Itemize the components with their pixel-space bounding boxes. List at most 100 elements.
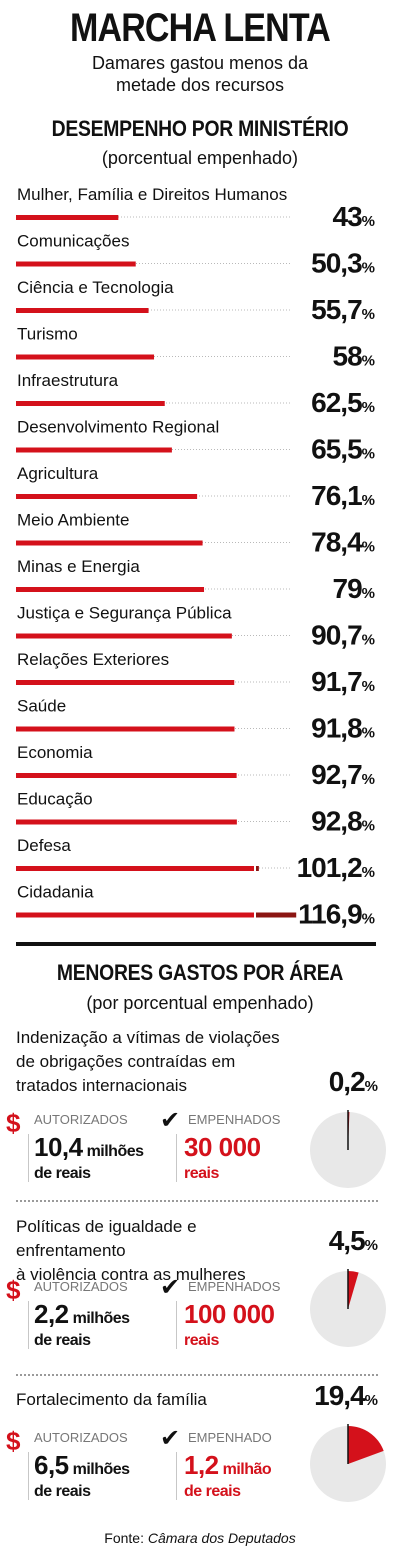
authorized-currency: de reais <box>34 1332 91 1349</box>
bar-value: 92,8% <box>311 806 375 837</box>
bar <box>16 447 172 453</box>
area-description: Políticas de igualdade e enfrentamento à … <box>16 1215 296 1287</box>
committed-currency: de reais <box>184 1483 241 1500</box>
area-percentage: 19,4% <box>314 1380 378 1412</box>
bar-label: Comunicações <box>17 232 129 251</box>
dollar-icon: $ <box>6 1275 21 1305</box>
source-prefix: Fonte: <box>104 1530 148 1546</box>
bar <box>16 633 232 639</box>
committed-amount-line: 100 000 <box>184 1301 275 1330</box>
page-subtitle: Damares gastou menos da metade dos recur… <box>0 52 400 96</box>
authorized-amount-line: 2,2 milhões <box>34 1301 130 1330</box>
bar-label: Mulher, Família e Direitos Humanos <box>17 185 287 204</box>
authorized-rule <box>28 1134 29 1182</box>
bar-value: 55,7% <box>311 294 375 325</box>
bar-label: Ciência e Tecnologia <box>17 278 174 297</box>
committed-label: EMPENHADOS <box>188 1112 281 1127</box>
percent-sign: % <box>364 1237 378 1254</box>
source-note: Fonte: Câmara dos Deputados <box>0 1530 400 1546</box>
bar-value: 101,2% <box>297 852 375 883</box>
committed-value: 1,2 <box>184 1450 219 1480</box>
area-separator <box>16 1374 378 1376</box>
ministry-section-title: DESEMPENHO POR MINISTÉRIO <box>51 116 349 141</box>
percent-sign: % <box>364 1392 378 1409</box>
committed-rule <box>176 1452 177 1500</box>
ministry-section-subtitle: (porcentual empenhado) <box>101 148 299 168</box>
authorized-value: 2,2 <box>34 1299 69 1329</box>
bar-value: 90,7% <box>311 620 375 651</box>
bar-value: 50,3% <box>311 248 375 279</box>
authorized-amount: 6,5 milhões de reais <box>34 1452 130 1503</box>
dollar-icon: $ <box>6 1108 21 1138</box>
area-description-line: Políticas de igualdade e enfrentamento <box>16 1217 197 1260</box>
source-name: Câmara dos Deputados <box>147 1530 296 1546</box>
bar-label: Agricultura <box>17 464 99 483</box>
authorized-amount-line: 6,5 milhões <box>34 1452 130 1481</box>
bar <box>16 354 155 360</box>
committed-amount-line: 30 000 <box>184 1134 261 1163</box>
bar <box>16 308 149 313</box>
authorized-currency: de reais <box>34 1483 91 1500</box>
area-item: Fortalecimento da família 19,4% $ AUTORIZAD… <box>0 1380 400 1558</box>
authorized-amount: 2,2 milhões de reais <box>34 1301 130 1352</box>
authorized-value: 6,5 <box>34 1450 69 1480</box>
area-description: Fortalecimento da família <box>16 1388 296 1412</box>
committed-amount: 30 000 reais <box>184 1134 261 1185</box>
dollar-icon: $ <box>6 1426 21 1456</box>
check-icon: ✔ <box>160 1425 181 1452</box>
bar-label: Infraestrutura <box>17 371 119 390</box>
authorized-unit: milhões <box>72 1310 130 1327</box>
bar-value: 58% <box>333 341 376 372</box>
bar <box>16 773 237 778</box>
bar <box>16 912 254 918</box>
bar <box>16 726 235 732</box>
bar-value: 76,1% <box>311 480 375 511</box>
authorized-amount: 10,4 milhões de reais <box>34 1134 144 1185</box>
area-description-line: à violência contra as mulheres <box>16 1265 246 1284</box>
bar-label: Relações Exteriores <box>17 650 169 669</box>
area-pie <box>310 1110 386 1188</box>
authorized-unit: milhões <box>72 1461 130 1478</box>
bar-label: Justiça e Segurança Pública <box>17 604 232 623</box>
pie-slice <box>348 1426 384 1464</box>
authorized-rule <box>28 1301 29 1349</box>
bar-label: Minas e Energia <box>17 557 140 576</box>
bar <box>16 494 198 499</box>
percent-sign: % <box>364 1078 378 1095</box>
area-pie <box>310 1424 386 1502</box>
area-percentage-value: 4,5 <box>328 1225 366 1256</box>
area-separator <box>16 1200 378 1202</box>
bar-label: Defesa <box>17 836 71 855</box>
committed-amount: 1,2 milhão de reais <box>184 1452 272 1503</box>
bar-label: Cidadania <box>17 883 94 902</box>
area-pie <box>310 1269 386 1347</box>
bar-excess <box>256 912 297 918</box>
bar <box>16 215 119 220</box>
authorized-label: AUTORIZADOS <box>34 1112 128 1127</box>
bar-value: 78,4% <box>311 527 375 558</box>
area-percentage-value: 19,4 <box>314 1380 365 1411</box>
ministry-bar-chart: Mulher, Família e Direitos Humanos 43% Com… <box>16 185 376 930</box>
committed-value: 100 000 <box>184 1299 275 1329</box>
bar-label: Turismo <box>17 325 78 344</box>
bar <box>16 866 254 871</box>
bar <box>16 587 205 592</box>
bar <box>16 680 235 685</box>
area-description: Indenização a vítimas de violações de obr… <box>16 1026 296 1098</box>
area-description-line: Fortalecimento da família <box>16 1390 207 1409</box>
check-icon: ✔ <box>160 1107 181 1134</box>
bar-label: Desenvolvimento Regional <box>17 418 219 437</box>
bar-label: Saúde <box>17 697 66 716</box>
area-percentage-value: 0,2 <box>328 1066 366 1097</box>
area-item: Indenização a vítimas de violações de obr… <box>0 1026 400 1196</box>
authorized-currency: de reais <box>34 1165 91 1182</box>
check-icon: ✔ <box>160 1274 181 1301</box>
bar-value: 79% <box>333 573 376 604</box>
bar-value: 62,5% <box>311 387 375 418</box>
committed-label: EMPENHADO <box>188 1430 272 1445</box>
bar-value: 43% <box>333 201 376 232</box>
area-description-line: tratados internacionais <box>16 1076 188 1095</box>
area-section-title: MENORES GASTOS POR ÁREA <box>56 960 344 985</box>
area-description-line: Indenização a vítimas de violações <box>16 1028 280 1047</box>
authorized-label: AUTORIZADOS <box>34 1430 128 1445</box>
